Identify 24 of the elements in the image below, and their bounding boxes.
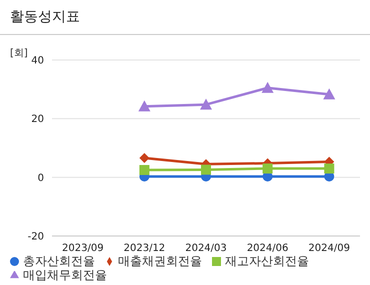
point: [139, 165, 150, 175]
point: [262, 164, 273, 174]
x-tick-label: 2024/03: [185, 243, 227, 254]
legend-label: 재고자산회전율: [225, 254, 309, 268]
legend-label: 총자산회전율: [23, 254, 95, 268]
point: [138, 100, 150, 112]
point: [323, 88, 336, 100]
point: [262, 82, 274, 93]
chart-title: 활동성지표: [0, 0, 370, 35]
x-tick-label: 2024/09: [308, 243, 350, 254]
x-tick-label: 2023/12: [124, 243, 166, 254]
y-tick-label: 0: [38, 172, 44, 184]
legend-label: 매출채권회전율: [118, 254, 202, 268]
point: [200, 98, 212, 110]
point: [139, 152, 150, 163]
y-tick-label: 20: [31, 114, 44, 126]
x-tick-label: 2024/06: [246, 243, 288, 254]
y-tick-label: 40: [31, 56, 44, 67]
y-tick-label: -20: [28, 232, 44, 243]
x-tick-label: 2023/09: [62, 243, 104, 254]
point: [201, 164, 211, 175]
point: [324, 164, 334, 174]
y-axis-title: [회]: [10, 47, 28, 60]
legend-label: 매입채무회전율: [23, 268, 107, 282]
